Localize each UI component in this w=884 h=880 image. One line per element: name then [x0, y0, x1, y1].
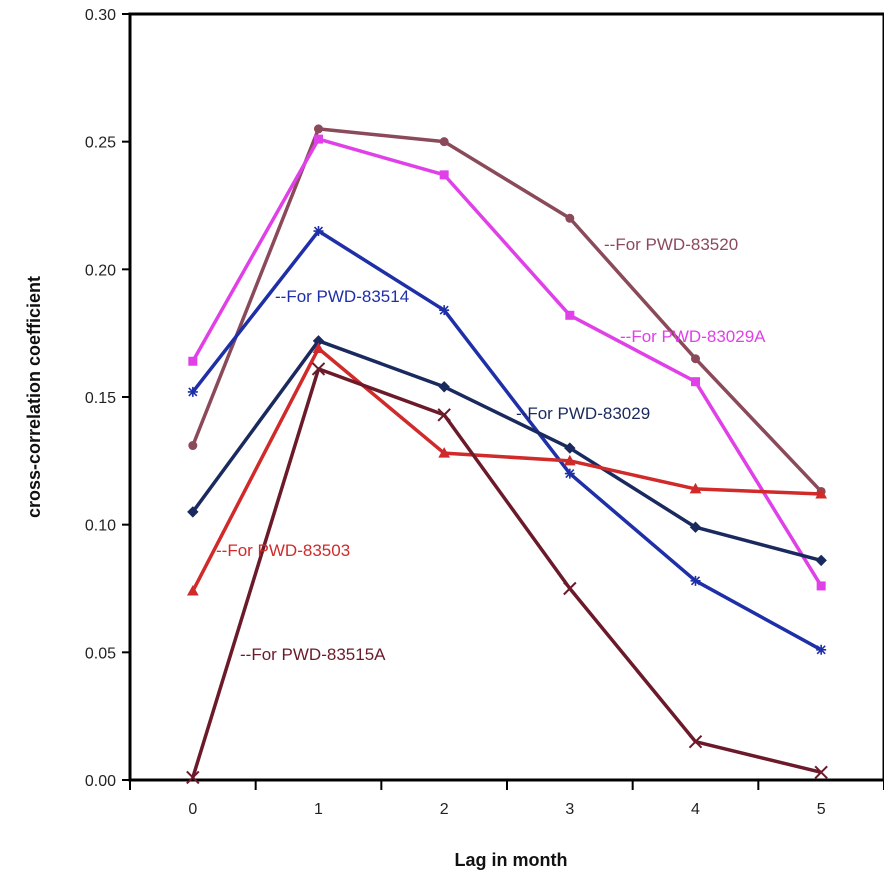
data-point [314, 124, 323, 134]
data-point [565, 310, 575, 320]
x-axis: 0 1 2 3 4 5 [129, 780, 884, 818]
data-point [564, 468, 575, 479]
data-point [565, 213, 575, 223]
x-axis-title: Lag in month [455, 850, 568, 870]
series-PWD-83515A [186, 362, 828, 785]
x-tick-label: 3 [565, 801, 574, 818]
x-tick-label: 2 [440, 801, 449, 818]
plot-area [128, 12, 884, 782]
data-point [188, 356, 198, 366]
series-label-PWD-83029: --For PWD-83029 [516, 404, 650, 423]
data-point [816, 581, 826, 591]
data-point [816, 644, 827, 655]
data-point [691, 354, 700, 364]
data-point [188, 441, 198, 451]
data-point [439, 305, 450, 316]
data-point [313, 226, 324, 237]
series-line [191, 346, 822, 592]
series-PWD-83029A [188, 134, 826, 591]
data-point [187, 386, 198, 397]
data-point [187, 506, 199, 518]
series-line [191, 339, 822, 563]
data-point [563, 454, 576, 466]
series-label-prefix: --For [516, 404, 558, 423]
data-point [186, 770, 200, 785]
data-point [439, 137, 449, 147]
data-point [311, 362, 326, 376]
x-tick-label: 0 [188, 801, 197, 818]
data-point [437, 408, 451, 422]
series-layer [186, 124, 828, 785]
y-axis: 0.00 0.05 0.10 0.15 0.20 0.25 0.30 [85, 7, 130, 790]
data-point [312, 342, 325, 353]
y-tick-label: 0.10 [85, 518, 116, 535]
x-tick-label: 1 [314, 801, 323, 818]
y-tick-label: 0.15 [85, 390, 116, 407]
data-point [314, 134, 323, 144]
series-label-name: PWD-83514 [317, 287, 410, 306]
series-line [191, 137, 823, 587]
series-label-PWD-83515A: --For PWD-83515A [240, 645, 386, 664]
data-point [815, 554, 827, 567]
series-label-prefix: --For [275, 287, 317, 306]
y-tick-label: 0.30 [85, 7, 116, 24]
series-labels: --For PWD-83520--For PWD-83029A--For PWD… [216, 235, 766, 664]
y-tick-label: 0.00 [85, 773, 116, 790]
series-label-PWD-83514: --For PWD-83514 [275, 287, 409, 306]
data-point [690, 575, 701, 586]
x-tick-label: 4 [691, 801, 700, 818]
data-point [688, 734, 703, 749]
series-label-name: PWD-83515A [282, 645, 387, 664]
x-tick-label: 5 [817, 801, 826, 818]
data-point [439, 170, 449, 180]
series-label-prefix: --For [240, 645, 282, 664]
data-point [814, 765, 828, 780]
series-label-name: PWD-83029 [558, 404, 651, 423]
series-line [191, 367, 822, 778]
series-label-PWD-83503: --For PWD-83503 [216, 541, 350, 560]
series-PWD-83514 [187, 226, 827, 655]
series-label-name: PWD-83503 [258, 541, 351, 560]
series-line [191, 127, 823, 493]
series-label-name: PWD-83029A [662, 327, 767, 346]
data-point [689, 482, 702, 494]
series-label-prefix: --For [604, 235, 646, 254]
series-PWD-83503 [186, 342, 828, 596]
data-point [564, 442, 576, 454]
y-tick-label: 0.05 [85, 645, 116, 662]
data-point [691, 377, 700, 387]
y-axis-title: cross-correlation coefficient [24, 276, 44, 518]
data-point [186, 585, 199, 596]
y-tick-label: 0.25 [85, 135, 116, 152]
series-label-PWD-83520: --For PWD-83520 [604, 235, 738, 254]
data-point [438, 381, 450, 393]
series-PWD-83029 [187, 335, 827, 567]
data-point [689, 521, 702, 533]
series-label-prefix: --For [216, 541, 258, 560]
series-label-PWD-83029A: --For PWD-83029A [620, 327, 766, 346]
y-tick-label: 0.20 [85, 262, 116, 279]
series-label-name: PWD-83520 [646, 235, 739, 254]
series-label-prefix: --For [620, 327, 662, 346]
data-point [815, 487, 828, 499]
data-point [438, 447, 451, 458]
series-line [191, 229, 823, 652]
data-point [563, 581, 577, 596]
